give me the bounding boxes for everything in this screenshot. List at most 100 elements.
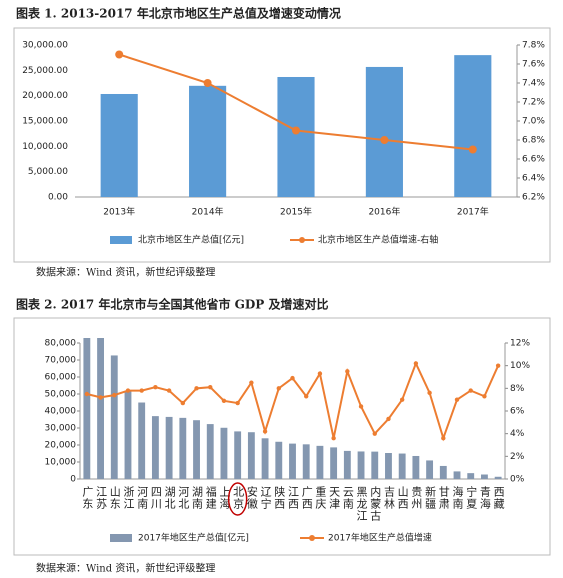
marker [427,390,432,396]
y2-tick-label: 12% [510,339,530,349]
y-tick-label: 5,000.00 [28,167,68,177]
bar [385,453,392,479]
marker [292,126,300,135]
bar [151,416,159,479]
bar [357,451,365,479]
marker [441,436,446,441]
marker [194,386,199,391]
bar [220,427,228,479]
bar [193,420,200,479]
y-tick-label: 60,000 [45,373,77,383]
y2-tick-label: 7.8% [522,41,545,51]
x-tick-label: 湖北 [163,486,176,510]
x-tick-label: 河北 [177,486,190,510]
x-tick-label: 2014年 [192,206,224,218]
x-tick-label: 江西 [287,486,300,510]
y2-tick-label: 6.6% [522,155,545,165]
x-tick-label: 河南 [136,486,149,510]
x-tick-label: 重庆 [314,485,327,510]
bar [365,66,403,198]
y2-tick-label: 7.0% [522,117,545,127]
bar [100,93,138,197]
bar [316,445,324,479]
y2-tick-label: 6.2% [522,193,545,203]
bar [467,473,475,479]
marker [98,395,103,400]
plot-area [83,338,502,479]
y2-tick-label: 7.2% [522,98,545,108]
marker [482,394,487,399]
y-tick-label: 70,000 [45,356,77,366]
y-tick-label: 30,000 [45,424,77,434]
x-tick-label: 湖南 [191,486,204,510]
marker [180,400,186,406]
marker [372,431,377,436]
bar [83,338,91,479]
x-tick-label: 贵州 [410,486,423,510]
bar [275,441,283,479]
y2-tick-label: 6% [510,407,525,417]
marker [115,50,124,59]
marker [235,400,240,406]
bar [234,431,242,479]
marker [468,388,473,393]
x-tick-label: 北京 [232,486,245,510]
x-tick-label: 浙江 [122,486,135,510]
marker [139,388,144,393]
x-tick-label: 安徽 [245,485,258,510]
x-tick-label: 2016年 [368,206,400,218]
x-tick-label: 2015年 [280,206,312,218]
x-tick-label: 广东 [81,486,94,510]
legend-swatch [299,237,305,243]
x-tick-label: 福建 [204,485,217,510]
y-tick-label: 10,000.00 [22,142,68,152]
source: 数据来源：Wind 资讯，新世纪评级整理 [36,562,215,575]
legend-label: 北京市地区生产总值[亿元] [138,234,244,246]
marker [413,361,419,366]
legend-swatch [110,236,132,244]
bar [277,76,315,197]
x-tick-label: 海南 [451,485,464,510]
marker [276,386,281,391]
y-tick-label: 0 [70,475,76,485]
bar [97,338,104,479]
bar [330,447,338,479]
bar [453,471,461,479]
legend-label: 北京市地区生产总值增速-右轴 [318,234,438,246]
x-tick-label: 新疆 [424,485,437,510]
y2-tick-label: 4% [510,429,525,439]
caption: 图表 1. 2013-2017 年北京市地区生产总值及增速变动情况 [16,6,341,21]
x-tick-label: 山西 [396,486,409,510]
y2-tick-label: 8% [510,384,525,394]
x-tick-label: 广西 [300,486,313,510]
bar [398,453,406,479]
legend-label: 2017年地区生产总值增速 [328,532,432,544]
plot-area [100,55,492,198]
marker [317,371,323,376]
x-tick-label: 陕西 [273,485,286,510]
marker [468,145,477,154]
bar [189,85,227,197]
source: 数据来源：Wind 资讯，新世纪评级整理 [36,266,215,279]
bar [481,474,488,479]
x-tick-label: 江苏 [95,486,108,510]
bar [289,443,296,479]
bar [343,450,351,479]
marker [203,79,212,87]
marker [495,363,501,368]
marker [380,136,389,144]
bar [426,460,434,479]
y-tick-label: 30,000.00 [22,41,68,51]
bar [165,416,173,479]
legend-swatch [110,534,132,542]
marker [249,380,254,385]
marker [153,385,158,390]
bar [371,451,379,479]
y-tick-label: 15,000.00 [22,117,68,127]
x-tick-label: 云南 [341,486,354,510]
bar [179,417,187,479]
bar [138,402,146,479]
marker [386,416,391,422]
y-tick-label: 25,000.00 [22,66,68,76]
marker [166,388,172,393]
